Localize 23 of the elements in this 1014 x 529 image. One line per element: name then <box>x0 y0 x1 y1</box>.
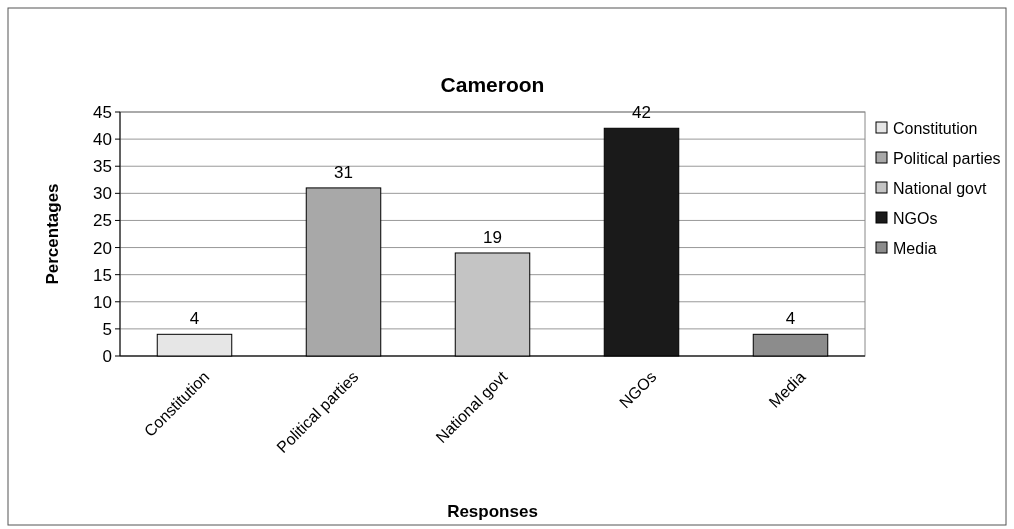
y-tick-label: 10 <box>93 292 112 312</box>
data-label: 19 <box>483 227 502 247</box>
legend-label: NGOs <box>893 209 938 227</box>
legend-label: National govt <box>893 179 987 197</box>
data-label: 4 <box>785 309 796 329</box>
y-tick-label: 25 <box>93 211 112 231</box>
y-tick-label: 20 <box>93 238 112 258</box>
data-label: 4 <box>189 309 200 329</box>
x-axis-title: Responses <box>447 502 538 521</box>
y-tick-label: 35 <box>93 157 112 177</box>
chart-title: Cameroon <box>440 73 545 96</box>
y-tick-label: 40 <box>93 130 112 150</box>
y-tick-label: 0 <box>102 346 112 366</box>
y-axis-title: Percentages <box>43 183 62 285</box>
legend-label: Political parties <box>893 149 1001 167</box>
y-tick-label: 30 <box>93 184 112 204</box>
legend-label: Constitution <box>893 119 978 137</box>
y-tick-label: 45 <box>93 102 112 122</box>
legend-label: Media <box>893 239 937 257</box>
y-tick-label: 15 <box>93 265 112 285</box>
data-label: 31 <box>334 162 353 182</box>
y-tick-label: 5 <box>102 319 112 339</box>
data-label: 42 <box>632 103 651 123</box>
